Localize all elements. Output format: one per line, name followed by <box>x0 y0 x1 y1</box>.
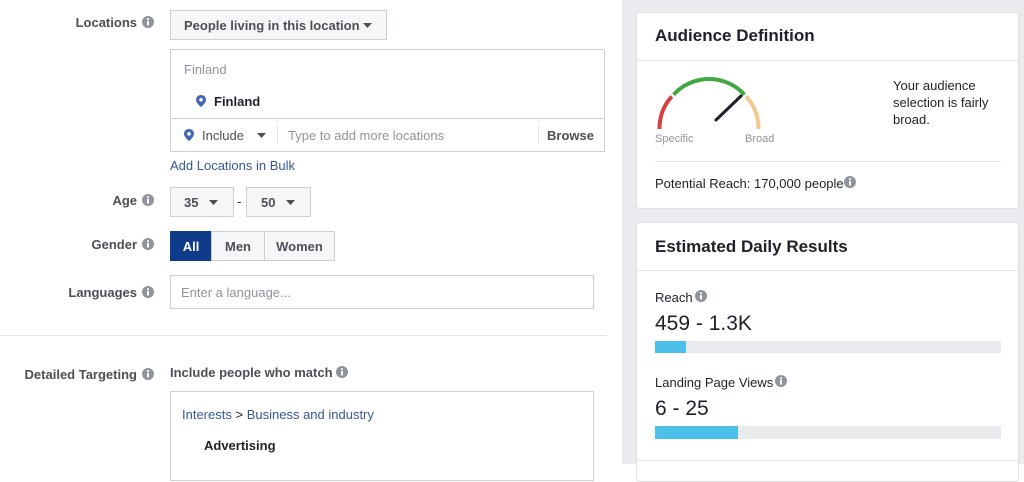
info-icon <box>695 290 707 302</box>
location-type-dropdown[interactable]: People living in this location <box>170 10 387 40</box>
age-max-value: 50 <box>261 194 276 210</box>
separator <box>0 335 607 336</box>
breadcrumb: Interests > Business and industry <box>182 407 374 422</box>
info-icon <box>844 176 856 188</box>
targeting-item: Advertising <box>204 438 276 453</box>
caret <box>363 23 372 28</box>
languages-label: Languages <box>68 285 137 300</box>
card-title: Audience Definition <box>655 26 815 45</box>
gender-women[interactable]: Women <box>264 231 335 261</box>
card-divider <box>655 161 1001 162</box>
age-max[interactable]: 50 <box>246 187 311 217</box>
range-fill <box>655 426 738 439</box>
caret <box>209 200 218 205</box>
breadcrumb-item[interactable]: Interests <box>182 407 232 422</box>
metric-label: Reach <box>655 290 693 305</box>
dropdown-text: People living in this location <box>184 17 360 33</box>
metric-value: 6 - 25 <box>655 397 709 420</box>
info-icon <box>142 16 154 28</box>
age-separator: - <box>237 194 242 209</box>
range-fill <box>655 341 686 353</box>
caret <box>286 200 295 205</box>
card-divider <box>637 270 1018 271</box>
include-dropdown[interactable]: Include <box>202 128 244 143</box>
breadcrumb-item[interactable]: Business and industry <box>246 407 374 422</box>
info-icon <box>142 194 154 206</box>
audience-card <box>636 12 1019 209</box>
age-min[interactable]: 35 <box>170 187 234 217</box>
gauge-left-label: Specific <box>655 133 694 145</box>
gender-all[interactable]: All <box>170 231 212 261</box>
location-list <box>170 49 605 119</box>
pin-icon <box>196 95 206 107</box>
card-divider <box>637 60 1018 61</box>
language-input[interactable]: Enter a language... <box>170 275 594 309</box>
gauge <box>657 77 761 130</box>
bulk-link[interactable]: Add Locations in Bulk <box>170 158 296 173</box>
card-title: Estimated Daily Results <box>655 237 848 256</box>
age-label: Age <box>112 193 137 208</box>
metric-label: Landing Page Views <box>655 375 774 390</box>
range-bar <box>655 426 1001 439</box>
gauge-right-label: Broad <box>745 133 775 145</box>
browse-button[interactable]: Browse <box>547 128 594 143</box>
info-icon <box>336 366 348 378</box>
detailed-targeting-label: Detailed Targeting <box>24 367 137 382</box>
age-min-value: 35 <box>184 194 199 210</box>
info-icon <box>142 368 154 380</box>
potential-reach: Potential Reach: 170,000 people <box>655 176 844 191</box>
divider <box>538 126 539 144</box>
gender-men[interactable]: Men <box>211 231 265 261</box>
range-bar <box>655 341 1001 353</box>
location-input[interactable] <box>170 118 605 152</box>
breadcrumb-separator: > <box>235 407 244 422</box>
targeting-subtitle: Include people who match <box>170 365 333 380</box>
audience-description: Your audience selection is fairly broad. <box>893 78 989 127</box>
gender-label: Gender <box>91 237 137 252</box>
divider <box>277 126 278 144</box>
info-icon <box>142 286 154 298</box>
location-header: Finland <box>184 62 227 77</box>
selected-location: Finland <box>214 94 261 109</box>
location-placeholder: Type to add more locations <box>288 128 445 143</box>
pin-icon <box>184 129 194 141</box>
targeting-box <box>170 391 594 481</box>
locations-label: Locations <box>75 15 137 30</box>
metric-value: 459 - 1.3K <box>655 312 752 335</box>
info-icon <box>775 375 787 387</box>
card-divider <box>637 460 1018 461</box>
info-icon <box>142 238 154 250</box>
caret <box>257 133 266 138</box>
